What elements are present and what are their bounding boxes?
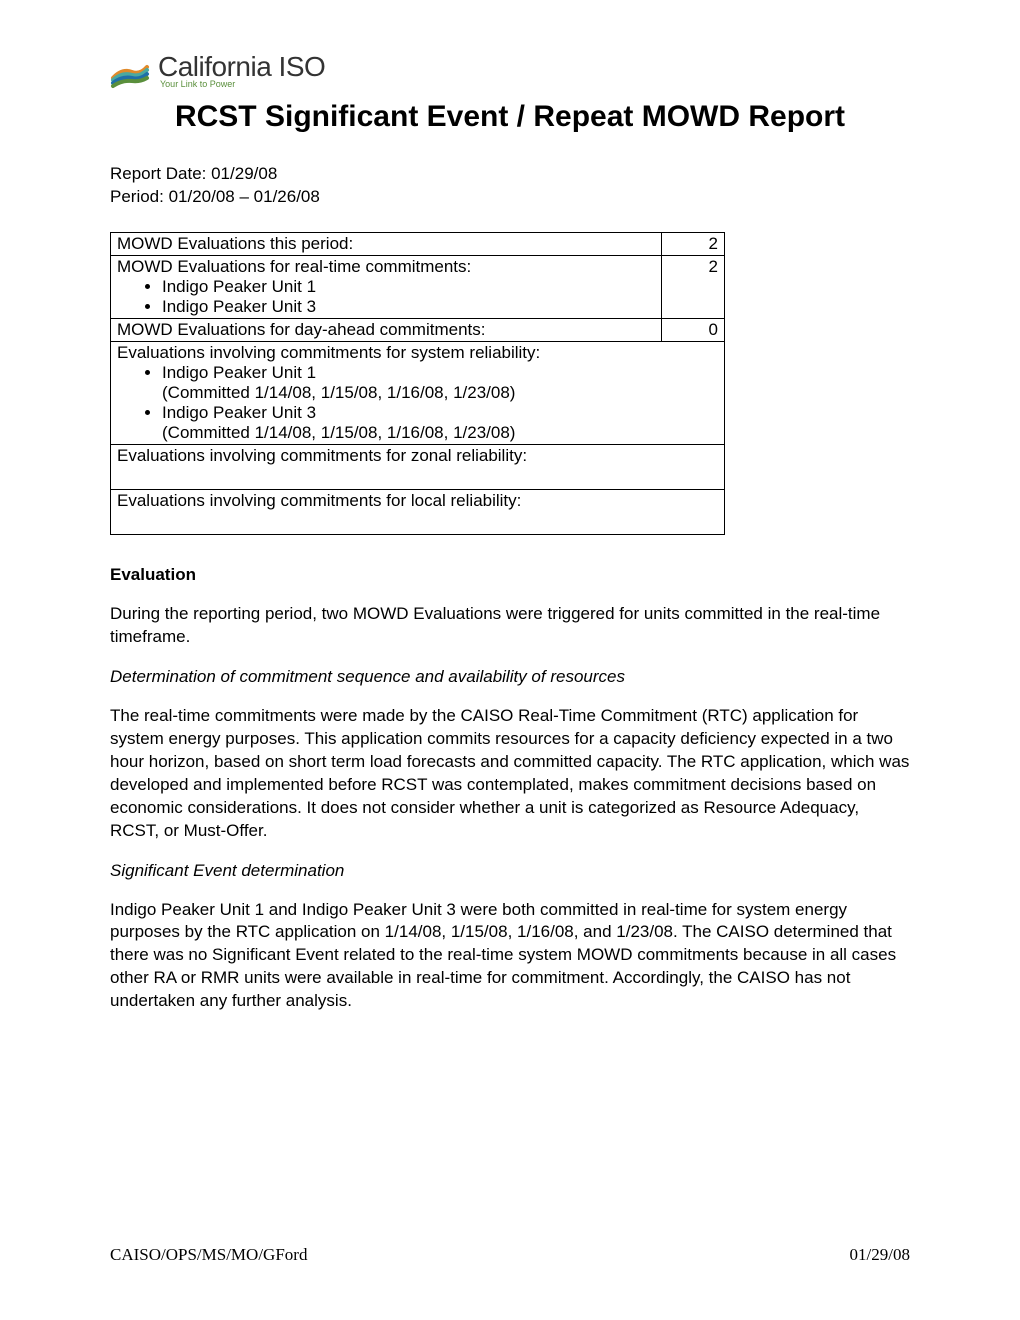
bullet-list: Indigo Peaker Unit 1 (Committed 1/14/08,… [117,363,718,443]
row-label-text: MOWD Evaluations for real-time commitmen… [117,257,471,276]
paragraph: During the reporting period, two MOWD Ev… [110,603,910,649]
evaluation-heading: Evaluation [110,565,910,585]
footer-right: 01/29/08 [850,1245,910,1265]
item-name: Indigo Peaker Unit 3 [162,403,316,422]
report-date: Report Date: 01/29/08 [110,164,910,184]
subheading-determination: Determination of commitment sequence and… [110,667,910,687]
table-cell-label: MOWD Evaluations this period: [111,233,662,256]
item-name: Indigo Peaker Unit 1 [162,363,316,382]
logo-text-wrap: California ISO Your Link to Power [158,51,325,89]
table-cell-label: MOWD Evaluations for real-time commitmen… [111,256,662,319]
period: Period: 01/20/08 – 01/26/08 [110,187,910,207]
paragraph: Indigo Peaker Unit 1 and Indigo Peaker U… [110,899,910,1014]
logo-tagline: Your Link to Power [160,79,325,89]
table-cell-full: Evaluations involving commitments for lo… [111,490,725,535]
subheading-significant-event: Significant Event determination [110,861,910,881]
document-page: California ISO Your Link to Power RCST S… [0,0,1020,1320]
list-item: Indigo Peaker Unit 1 [162,277,655,297]
item-detail: (Committed 1/14/08, 1/15/08, 1/16/08, 1/… [162,383,718,403]
table-cell-value: 2 [662,233,725,256]
table-cell-full: Evaluations involving commitments for sy… [111,342,725,445]
table-row: Evaluations involving commitments for lo… [111,490,725,535]
page-title: RCST Significant Event / Repeat MOWD Rep… [110,100,910,134]
bullet-list: Indigo Peaker Unit 1 Indigo Peaker Unit … [117,277,655,317]
paragraph: The real-time commitments were made by t… [110,705,910,843]
logo-block: California ISO Your Link to Power [110,50,910,90]
item-detail: (Committed 1/14/08, 1/15/08, 1/16/08, 1/… [162,423,718,443]
caiso-logo-icon [110,50,150,90]
table-row: MOWD Evaluations for day-ahead commitmen… [111,319,725,342]
table-cell-label: MOWD Evaluations for day-ahead commitmen… [111,319,662,342]
table-cell-value: 0 [662,319,725,342]
row-label-text: Evaluations involving commitments for sy… [117,343,540,362]
table-row: Evaluations involving commitments for zo… [111,445,725,490]
table-row: MOWD Evaluations this period: 2 [111,233,725,256]
table-row: Evaluations involving commitments for sy… [111,342,725,445]
footer-left: CAISO/OPS/MS/MO/GFord [110,1245,307,1265]
table-cell-full: Evaluations involving commitments for zo… [111,445,725,490]
page-footer: CAISO/OPS/MS/MO/GFord 01/29/08 [110,1245,910,1265]
list-item: Indigo Peaker Unit 3 (Committed 1/14/08,… [162,403,718,443]
list-item: Indigo Peaker Unit 1 (Committed 1/14/08,… [162,363,718,403]
evaluations-table: MOWD Evaluations this period: 2 MOWD Eva… [110,232,725,535]
table-row: MOWD Evaluations for real-time commitmen… [111,256,725,319]
table-cell-value: 2 [662,256,725,319]
list-item: Indigo Peaker Unit 3 [162,297,655,317]
